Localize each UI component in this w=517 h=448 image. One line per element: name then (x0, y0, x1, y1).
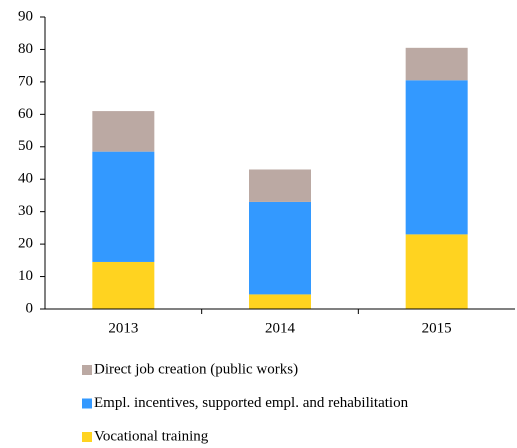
y-tick-label: 20 (18, 236, 33, 252)
y-tick-label: 30 (18, 203, 33, 219)
bar-segment (405, 234, 468, 309)
legend-swatch (82, 432, 92, 442)
bar-segment (249, 169, 311, 202)
y-tick-label: 80 (18, 41, 33, 57)
bar-segment (92, 151, 155, 262)
x-tick-label: 2013 (108, 320, 138, 336)
bar-segment (92, 261, 155, 309)
bar-segment (249, 201, 311, 295)
bar-segment (249, 294, 311, 309)
legend-label: Direct job creation (public works) (94, 361, 298, 377)
y-tick-label: 40 (18, 171, 33, 187)
bar-segment (405, 80, 468, 235)
y-tick-label: 90 (18, 8, 33, 24)
legend-label: Vocational training (94, 428, 209, 444)
legend-swatch (82, 365, 92, 375)
y-tick-label: 70 (18, 73, 33, 89)
y-tick-label: 10 (18, 268, 33, 284)
bar-segment (405, 47, 468, 81)
bar-segment (92, 111, 155, 152)
legend-swatch (82, 398, 92, 409)
x-tick-label: 2014 (265, 320, 296, 336)
y-tick-label: 50 (18, 138, 33, 154)
legend-label: Empl. incentives, supported empl. and re… (94, 395, 409, 411)
x-tick-label: 2015 (422, 320, 452, 336)
y-tick-label: 0 (26, 300, 34, 316)
y-tick-label: 60 (18, 106, 33, 122)
